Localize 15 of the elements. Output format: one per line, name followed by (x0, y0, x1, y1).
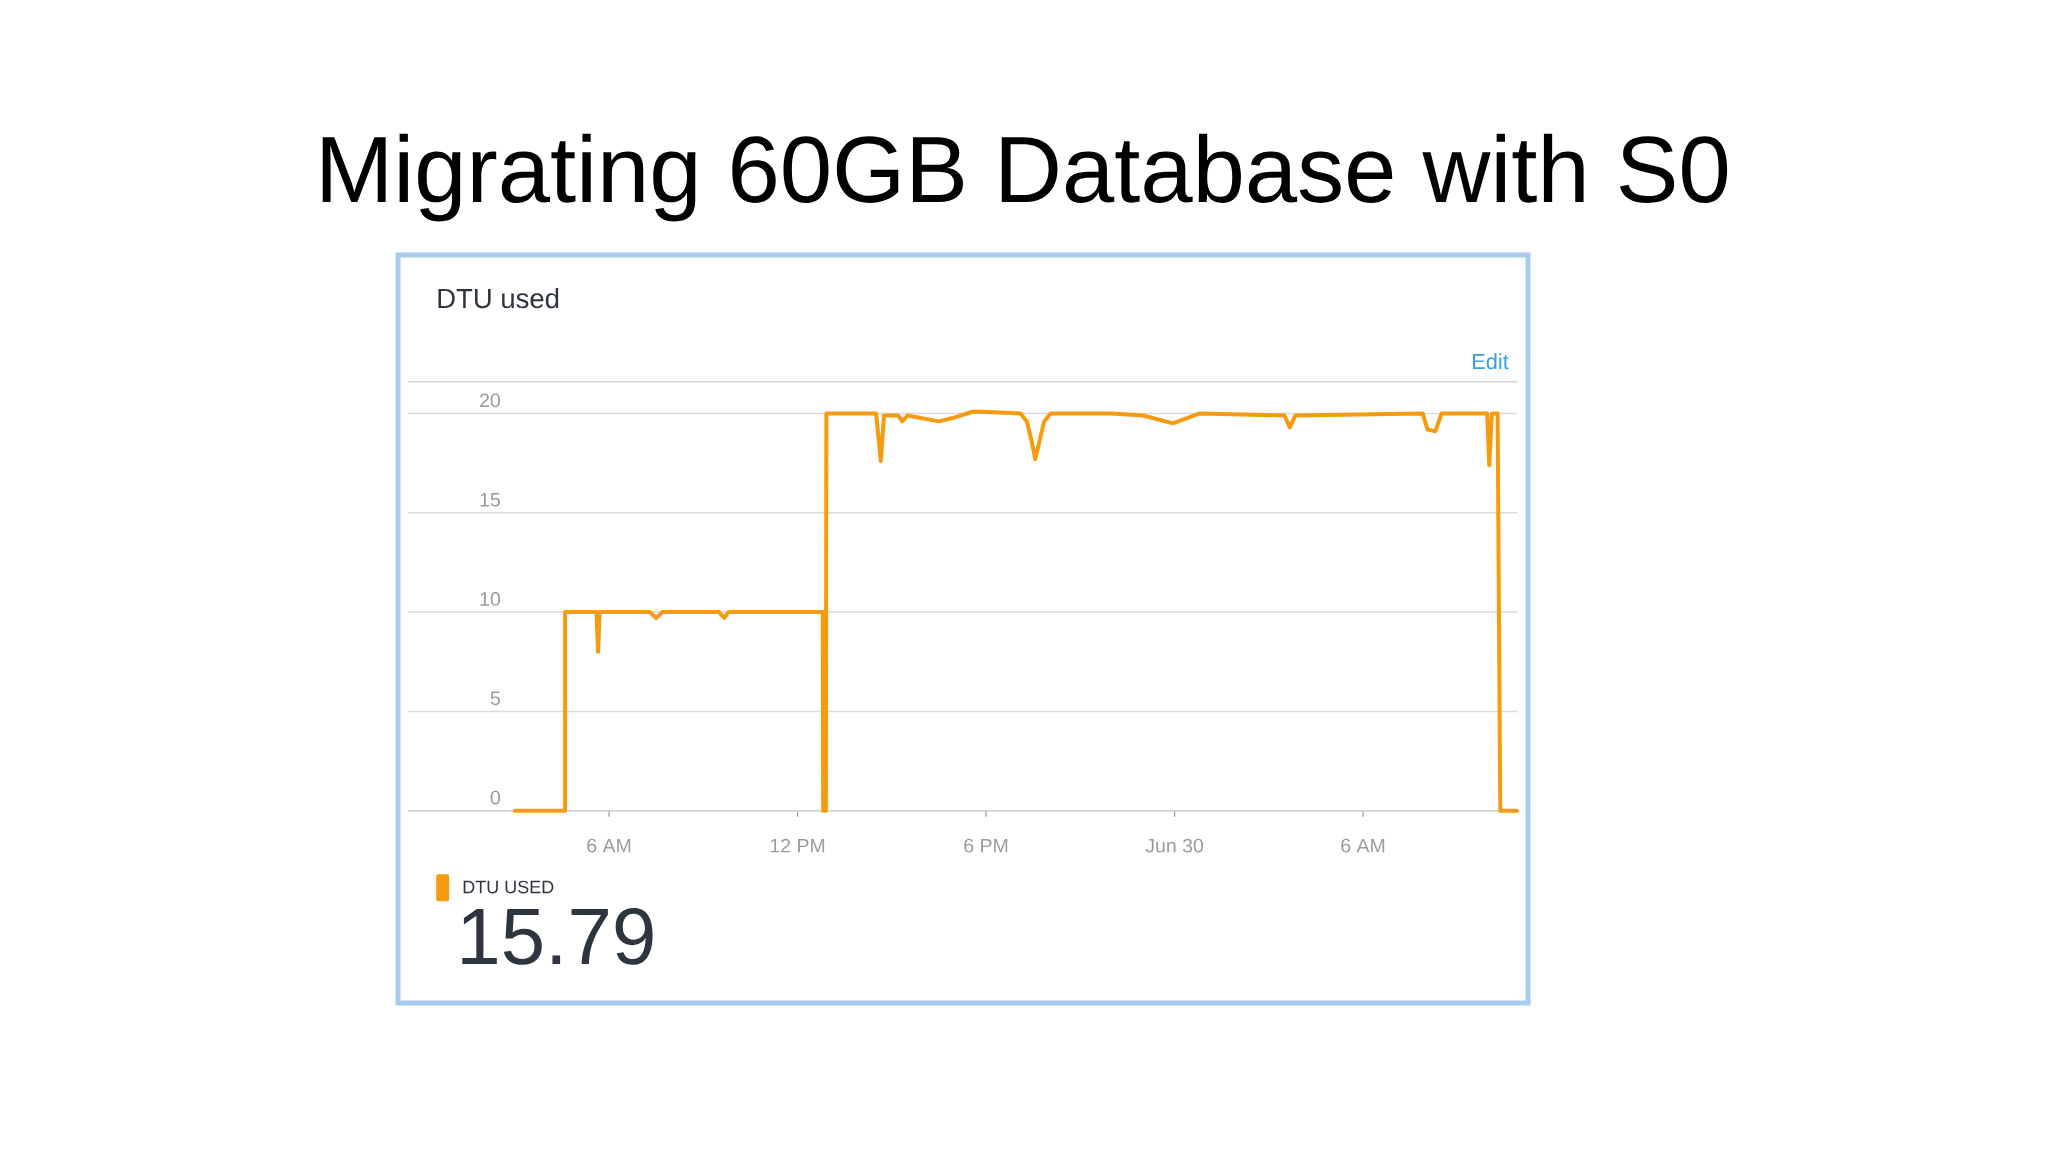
legend-label: DTU USED (463, 880, 554, 894)
chart-subtitle: DTU used (438, 288, 559, 309)
x-tick-label: 12 PM (770, 838, 825, 853)
text: 15.79 (462, 908, 653, 965)
y-tick-label: 15 (480, 492, 500, 507)
text: Edit (1473, 353, 1509, 370)
y-tick-label: 0 (490, 790, 501, 805)
x-tick-label: Jun 30 (1145, 838, 1204, 853)
y-tick-label: 20 (480, 393, 501, 408)
x-tick-label: 6 PM (964, 838, 1008, 853)
y-tick-label: 10 (480, 592, 501, 606)
chart-title: Migrating 60GB Database with S0 (322, 133, 1728, 222)
x-tick-label: 6 AM (1341, 838, 1385, 853)
x-tick-label: 6 AM (587, 838, 631, 853)
y-tick-label: 5 (490, 691, 500, 706)
